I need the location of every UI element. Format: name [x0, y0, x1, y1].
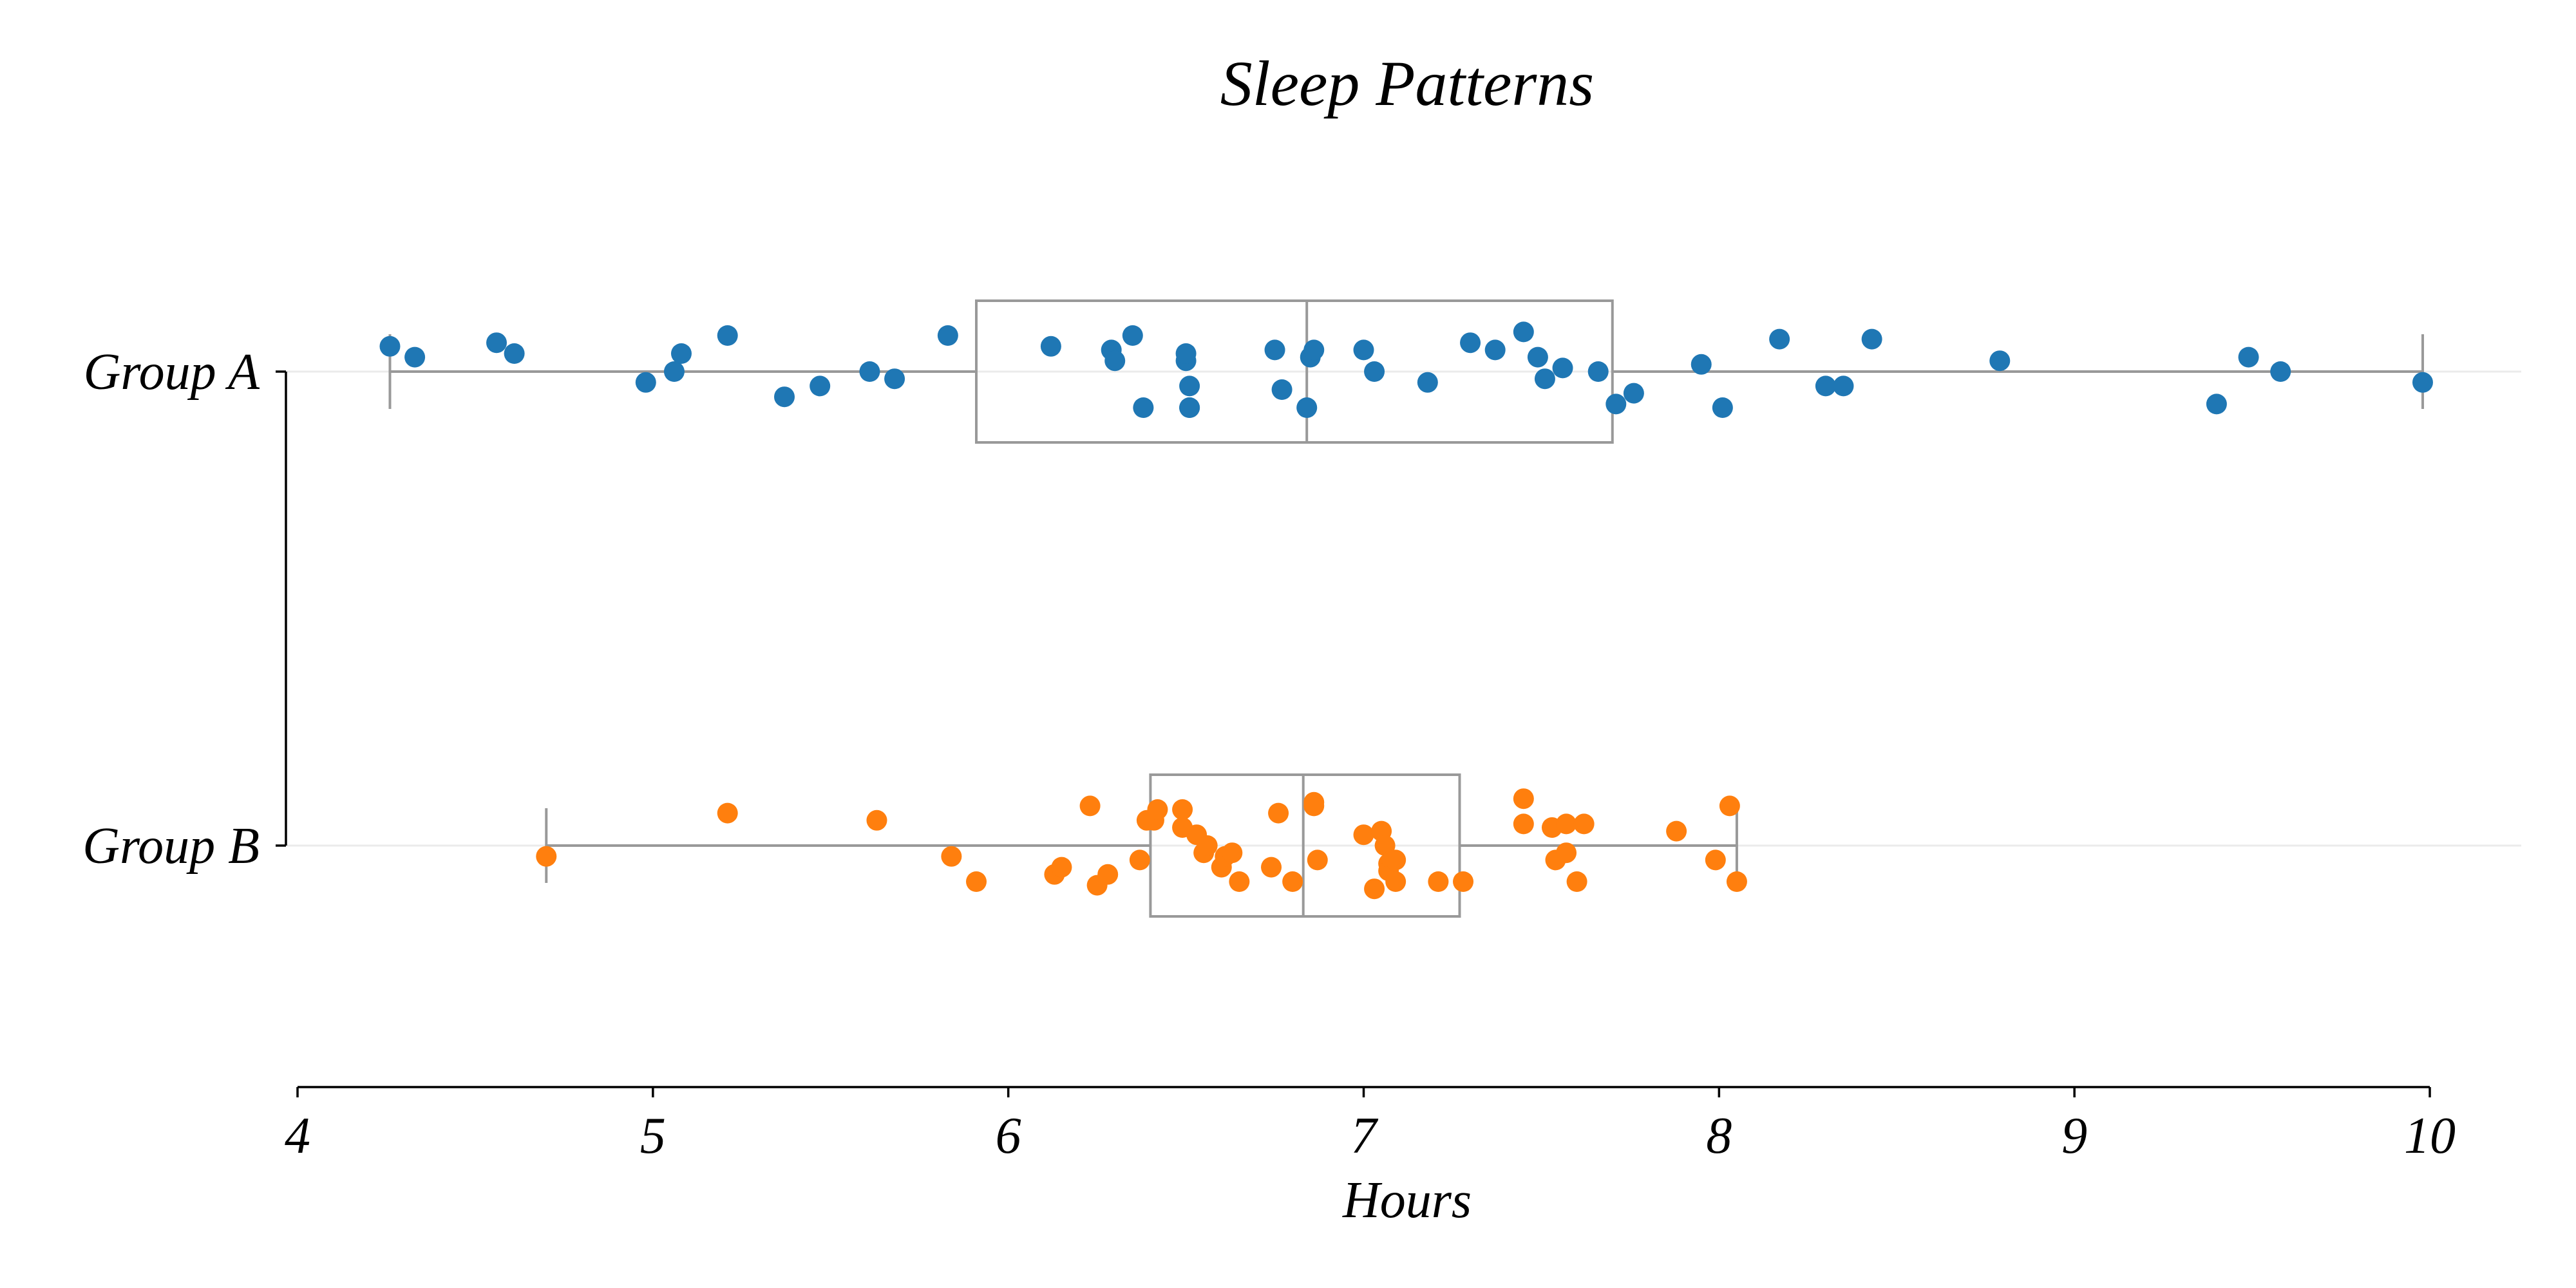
group-b-point	[1303, 791, 1325, 813]
x-tick-label: 9	[2061, 1108, 2087, 1164]
group-b-point	[1079, 795, 1101, 817]
group-a-point	[1833, 375, 1854, 397]
group-a-point	[1989, 350, 2011, 372]
y-tick-label: Group A	[84, 344, 260, 401]
group-a-point	[1264, 339, 1285, 361]
group-b-point	[941, 846, 962, 867]
group-a-point	[1179, 375, 1200, 397]
group-a-point	[1513, 321, 1534, 343]
group-b-point	[1051, 857, 1072, 878]
group-b-point	[1307, 849, 1328, 871]
group-a-point	[1122, 325, 1143, 346]
group-b-point	[1172, 799, 1193, 820]
group-b-point	[1556, 813, 1577, 835]
x-tick-label: 10	[2404, 1108, 2456, 1164]
group-b-point	[1353, 824, 1374, 846]
group-a-point	[1527, 346, 1548, 368]
group-a-point	[670, 343, 692, 364]
group-a-point	[2238, 346, 2259, 368]
group-a-point	[1587, 361, 1609, 382]
group-b-point	[1385, 871, 1406, 892]
group-a-point	[1133, 397, 1154, 418]
group-b-point	[536, 846, 557, 867]
axes-layer: Group A Group B 4 5 6 7 8 9 10	[82, 344, 2456, 1164]
group-a-point	[859, 361, 880, 382]
group-a-point	[2412, 372, 2433, 393]
group-a-point	[1271, 379, 1293, 400]
group-a-point	[1552, 357, 1573, 379]
group-a-point	[1861, 328, 1882, 350]
group-b-point	[1268, 802, 1289, 824]
group-a-point	[1040, 336, 1061, 357]
group-a-point	[379, 336, 401, 357]
group-a-point	[1484, 339, 1506, 361]
y-tick-label: Group B	[82, 818, 260, 875]
group-b-point	[1147, 799, 1168, 820]
group-b-point	[866, 810, 887, 831]
group-b-point	[1556, 842, 1577, 864]
point-layer	[379, 321, 2433, 900]
group-b-point	[1229, 871, 1250, 892]
group-a-point	[774, 386, 795, 408]
group-a-point	[635, 372, 656, 393]
group-a-point	[663, 361, 685, 382]
group-b-point	[1385, 849, 1406, 871]
group-a-point	[1815, 375, 1836, 397]
group-a-point	[1303, 339, 1325, 361]
group-a-point	[1353, 339, 1374, 361]
x-tick-label: 8	[1706, 1108, 1732, 1164]
group-b-point	[1573, 813, 1595, 835]
group-b-point	[1666, 820, 1687, 842]
group-a-point	[1712, 397, 1733, 418]
group-a-point	[1769, 328, 1790, 350]
group-a-point	[1460, 332, 1481, 354]
group-b-point	[1513, 813, 1534, 835]
group-b-point	[1566, 871, 1587, 892]
x-tick-label: 5	[640, 1108, 666, 1164]
group-b-point	[1726, 871, 1747, 892]
group-b-point	[1428, 871, 1449, 892]
group-a-point	[1605, 393, 1627, 415]
x-tick-label: 6	[996, 1108, 1021, 1164]
group-b-point	[1364, 878, 1385, 900]
group-b-point	[1719, 795, 1740, 817]
group-a-point	[1175, 343, 1197, 364]
group-a-point	[486, 332, 507, 354]
group-b-point	[1282, 871, 1303, 892]
group-a-point	[810, 375, 831, 397]
group-a-point	[1296, 397, 1318, 418]
chart-title: Sleep Patterns	[1220, 48, 1594, 119]
group-a-point	[2270, 361, 2291, 382]
group-b-point	[1222, 842, 1243, 864]
group-b-point	[1097, 864, 1119, 885]
group-a-point	[1534, 368, 1555, 390]
group-b-point	[1197, 835, 1218, 856]
group-a-point	[1623, 383, 1644, 404]
group-b-point	[717, 802, 738, 824]
group-b-point	[1261, 857, 1282, 878]
group-a-point	[404, 346, 426, 368]
group-a-point	[884, 368, 905, 390]
x-tick-label: 7	[1351, 1108, 1379, 1164]
group-a-box	[975, 299, 1614, 444]
group-b-point	[1129, 849, 1150, 871]
group-b-point	[1453, 871, 1474, 892]
group-b-point	[1705, 849, 1726, 871]
group-a-point	[2206, 393, 2227, 415]
group-b-point	[966, 871, 987, 892]
x-tick-label: 4	[285, 1108, 310, 1164]
box-layer	[388, 299, 2424, 918]
x-axis-label: Hours	[1342, 1172, 1472, 1229]
group-a-point	[1104, 350, 1126, 372]
group-a-point	[937, 325, 958, 346]
group-a-point	[1690, 354, 1712, 375]
group-a-point	[717, 325, 738, 346]
group-b-box	[1149, 773, 1461, 918]
group-a-point	[504, 343, 525, 364]
group-a-point	[1364, 361, 1385, 382]
group-a-point	[1417, 372, 1438, 393]
group-b-point	[1513, 788, 1534, 810]
group-a-point	[1179, 397, 1200, 418]
